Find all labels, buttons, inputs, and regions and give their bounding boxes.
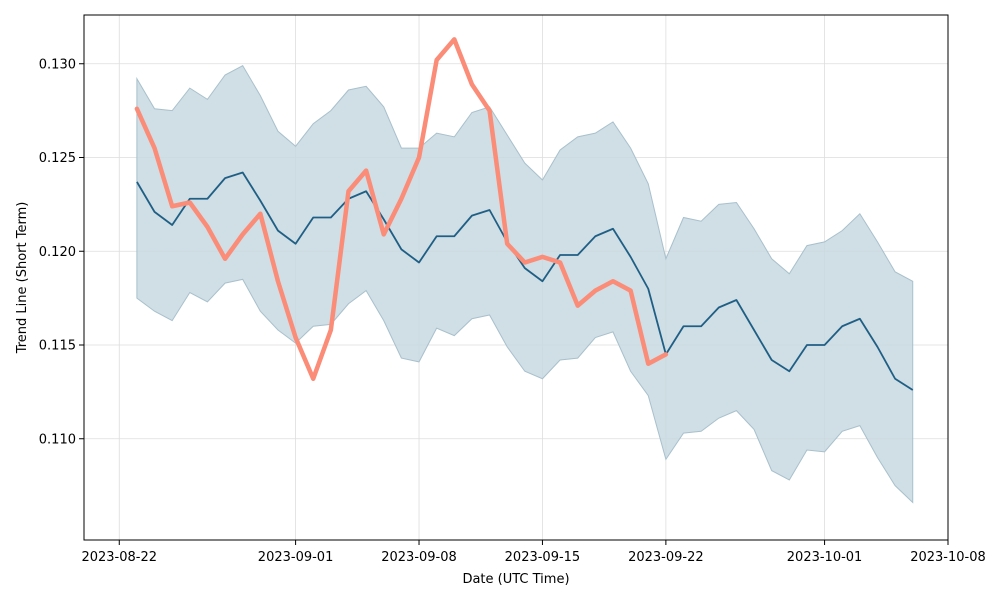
x-tick-label: 2023-10-08	[910, 550, 986, 565]
confidence-band	[136, 64, 914, 504]
x-tick-label: 2023-09-01	[258, 550, 334, 565]
forecast-series	[136, 171, 914, 391]
plot-frame	[83, 14, 949, 541]
x-tick-label: 2023-09-08	[381, 550, 457, 565]
x-tick-label: 2023-08-22	[81, 550, 157, 565]
y-axis-label: Trend Line (Short Term)	[15, 202, 30, 355]
y-axis: 0.110 0.115 0.120 0.125 0.130	[39, 57, 84, 447]
actual-line	[134, 37, 669, 381]
actual-series	[134, 37, 669, 381]
forecast-line	[136, 171, 914, 391]
confidence-band-area	[136, 64, 914, 504]
x-tick-label: 2023-09-22	[628, 550, 704, 565]
y-tick-label: 0.125	[39, 151, 76, 166]
x-tick-label: 2023-10-01	[787, 550, 863, 565]
y-tick-label: 0.110	[39, 432, 76, 447]
y-tick-label: 0.120	[39, 245, 76, 260]
x-tick-label: 2023-09-15	[505, 550, 581, 565]
x-axis-label: Date (UTC Time)	[462, 572, 569, 587]
y-tick-label: 0.130	[39, 57, 76, 72]
y-tick-label: 0.115	[39, 339, 76, 354]
x-axis: 2023-08-22 2023-09-01 2023-09-08 2023-09-15…	[81, 540, 986, 565]
